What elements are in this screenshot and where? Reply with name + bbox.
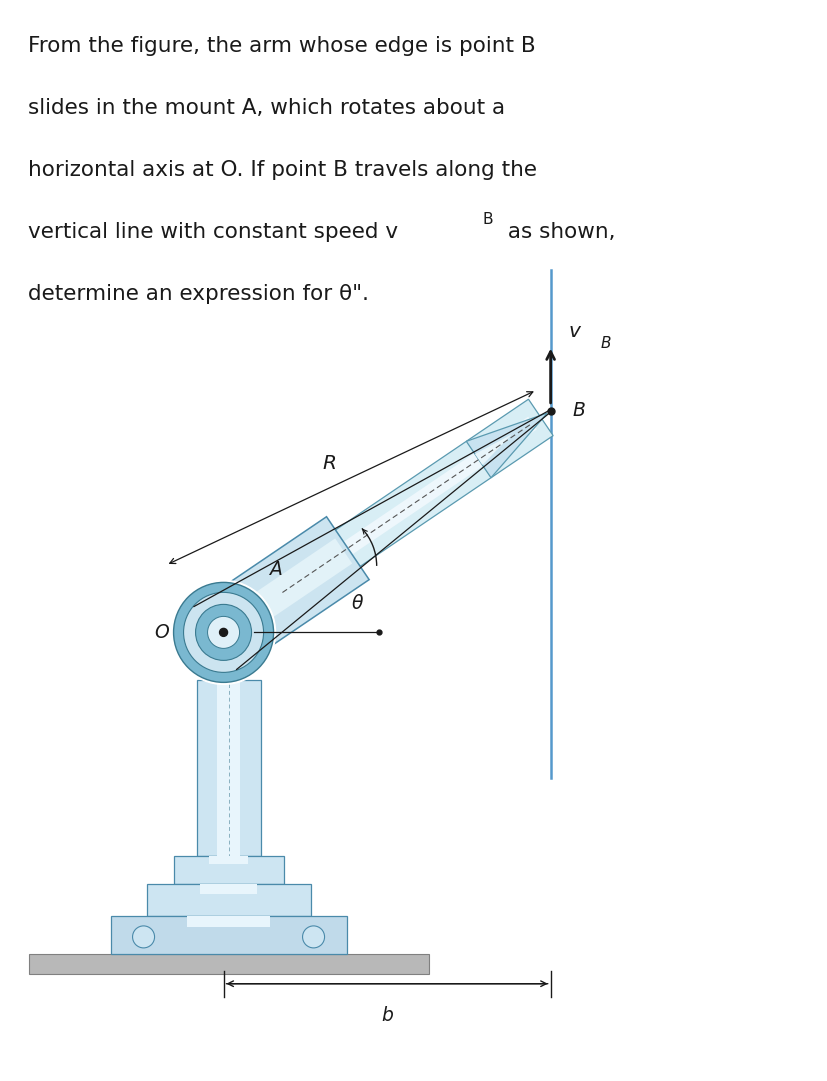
Circle shape (208, 616, 239, 649)
Text: B: B (572, 401, 585, 421)
Polygon shape (187, 916, 270, 927)
Text: determine an expression for θ".: determine an expression for θ". (28, 284, 369, 304)
Polygon shape (146, 884, 310, 916)
Polygon shape (321, 416, 536, 570)
Text: R: R (322, 454, 336, 472)
Text: From the figure, the arm whose edge is point B: From the figure, the arm whose edge is p… (28, 36, 535, 56)
Text: horizontal axis at O. If point B travels along the: horizontal axis at O. If point B travels… (28, 160, 537, 181)
Text: B: B (600, 336, 610, 350)
Polygon shape (196, 680, 261, 856)
Text: θ: θ (351, 593, 363, 613)
Polygon shape (194, 517, 369, 669)
Polygon shape (466, 413, 547, 478)
Polygon shape (28, 955, 428, 974)
Polygon shape (211, 538, 351, 648)
Text: b: b (380, 1005, 393, 1025)
Polygon shape (174, 856, 283, 884)
Circle shape (174, 583, 273, 682)
Circle shape (302, 926, 324, 948)
Text: B: B (482, 212, 493, 227)
Circle shape (195, 604, 251, 660)
Polygon shape (218, 680, 240, 856)
Polygon shape (209, 856, 247, 865)
Text: as shown,: as shown, (500, 222, 614, 242)
Circle shape (171, 580, 275, 684)
Circle shape (219, 628, 227, 637)
Circle shape (132, 926, 155, 948)
Polygon shape (309, 399, 552, 584)
Polygon shape (475, 435, 511, 465)
Text: slides in the mount A, which rotates about a: slides in the mount A, which rotates abo… (28, 98, 504, 118)
Polygon shape (199, 884, 257, 894)
Text: vertical line with constant speed v: vertical line with constant speed v (28, 222, 398, 242)
Text: O: O (154, 623, 169, 642)
Text: v: v (568, 322, 580, 341)
Polygon shape (111, 916, 347, 955)
Text: A: A (270, 560, 283, 579)
Circle shape (184, 592, 263, 672)
